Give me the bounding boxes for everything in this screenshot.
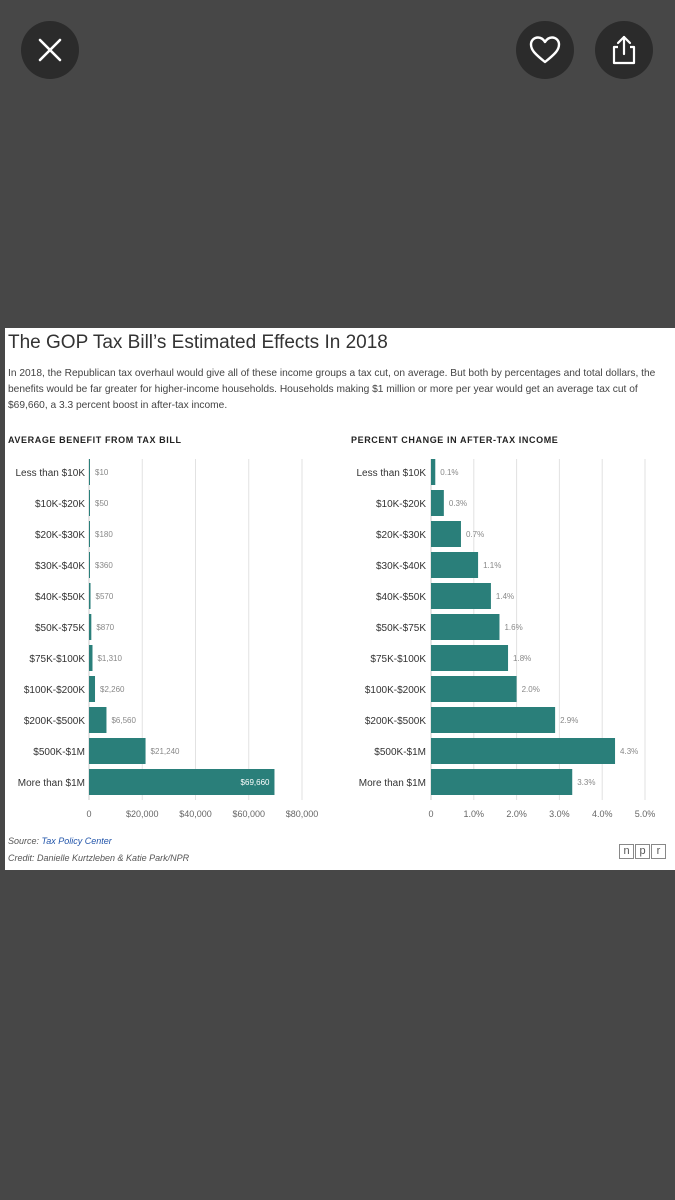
right-bar [431, 614, 500, 640]
left-bar [89, 738, 146, 764]
npr-logo-letter: r [651, 844, 666, 859]
left-bar [89, 490, 90, 516]
right-bar [431, 490, 444, 516]
credit-line: Credit: Danielle Kurtzleben & Katie Park… [8, 853, 190, 863]
left-tick-label: $60,000 [232, 809, 265, 819]
chart-card: The GOP Tax Bill’s Estimated Effects In … [5, 328, 675, 870]
heart-icon [529, 36, 561, 64]
left-data-label: $360 [95, 561, 113, 570]
right-category-label: More than $1M [359, 778, 426, 789]
right-data-label: 1.4% [496, 592, 514, 601]
left-category-label: $50K-$75K [35, 623, 85, 634]
left-bar [89, 676, 96, 702]
share-icon [612, 35, 636, 65]
card-title: The GOP Tax Bill’s Estimated Effects In … [8, 332, 388, 353]
left-data-label: $2,260 [100, 685, 125, 694]
right-data-label: 2.9% [560, 716, 578, 725]
left-data-label: $1,310 [97, 654, 122, 663]
right-category-label: $75K-$100K [370, 654, 426, 665]
left-data-label: $50 [95, 499, 109, 508]
like-button[interactable] [516, 21, 574, 79]
left-bar [89, 521, 90, 547]
left-tick-label: $80,000 [286, 809, 319, 819]
right-category-label: $40K-$50K [376, 592, 426, 603]
left-data-label: $570 [96, 592, 114, 601]
left-bar [89, 583, 91, 609]
left-category-label: $200K-$500K [24, 716, 85, 727]
right-data-label: 1.8% [513, 654, 531, 663]
share-button[interactable] [595, 21, 653, 79]
left-bar [89, 769, 275, 795]
right-data-label: 1.1% [483, 561, 501, 570]
right-bar [431, 552, 479, 578]
right-bar [431, 645, 509, 671]
right-bar [431, 521, 461, 547]
right-category-label: $200K-$500K [365, 716, 426, 727]
npr-logo-letter: p [635, 844, 650, 859]
left-tick-label: $40,000 [179, 809, 212, 819]
left-bar [89, 645, 93, 671]
right-data-label: 0.7% [466, 530, 484, 539]
left-category-label: Less than $10K [16, 468, 86, 479]
right-bar [431, 738, 616, 764]
right-bar [431, 676, 517, 702]
left-data-label: $180 [95, 530, 113, 539]
right-tick-label: 3.0% [549, 809, 570, 819]
right-bar [431, 583, 491, 609]
left-data-label: $6,560 [111, 716, 136, 725]
left-data-label: $69,660 [241, 778, 270, 787]
left-bar [89, 552, 90, 578]
right-bar [431, 459, 436, 485]
left-chart-title: AVERAGE BENEFIT FROM TAX BILL [8, 435, 182, 445]
bar-charts: 0 $20,000 $40,000 $60,000 $80,000 Less than $… [16, 459, 656, 819]
left-category-label: $500K-$1M [33, 747, 85, 758]
right-category-label: $10K-$20K [376, 499, 426, 510]
left-bar [89, 459, 90, 485]
source-line: Source: Tax Policy Center [8, 836, 112, 846]
right-data-label: 2.0% [522, 685, 540, 694]
source-link[interactable]: Tax Policy Center [41, 836, 112, 846]
right-data-label: 0.1% [440, 468, 458, 477]
right-tick-label: 0 [428, 809, 433, 819]
right-category-label: $30K-$40K [376, 561, 426, 572]
left-category-label: $40K-$50K [35, 592, 85, 603]
right-category-label: Less than $10K [357, 468, 427, 479]
right-chart-title: PERCENT CHANGE IN AFTER-TAX INCOME [351, 435, 559, 445]
right-category-label: $20K-$30K [376, 530, 426, 541]
right-data-label: 1.6% [504, 623, 522, 632]
close-icon [38, 38, 62, 62]
right-category-label: $500K-$1M [374, 747, 426, 758]
left-data-label: $870 [96, 623, 114, 632]
right-data-label: 3.3% [577, 778, 595, 787]
left-category-label: $30K-$40K [35, 561, 85, 572]
left-data-label: $21,240 [151, 747, 180, 756]
left-bar [89, 707, 107, 733]
right-tick-label: 2.0% [506, 809, 527, 819]
close-button[interactable] [21, 21, 79, 79]
right-tick-label: 5.0% [635, 809, 656, 819]
right-data-label: 0.3% [449, 499, 467, 508]
left-tick-label: $20,000 [126, 809, 159, 819]
left-data-label: $10 [95, 468, 109, 477]
source-label: Source: [8, 836, 40, 846]
card-description: In 2018, the Republican tax overhaul wou… [8, 368, 656, 411]
right-category-label: $50K-$75K [376, 623, 426, 634]
right-category-label: $100K-$200K [365, 685, 426, 696]
npr-logo-letter: n [619, 844, 634, 859]
right-bar [431, 769, 573, 795]
left-tick-label: 0 [86, 809, 91, 819]
left-bar [89, 614, 92, 640]
left-category-label: $75K-$100K [29, 654, 85, 665]
npr-logo: n p r [619, 844, 666, 859]
left-category-label: $20K-$30K [35, 530, 85, 541]
right-tick-label: 4.0% [592, 809, 613, 819]
right-tick-label: 1.0% [464, 809, 485, 819]
left-category-label: $10K-$20K [35, 499, 85, 510]
left-category-label: $100K-$200K [24, 685, 85, 696]
right-bar [431, 707, 556, 733]
left-category-label: More than $1M [18, 778, 85, 789]
right-data-label: 4.3% [620, 747, 638, 756]
